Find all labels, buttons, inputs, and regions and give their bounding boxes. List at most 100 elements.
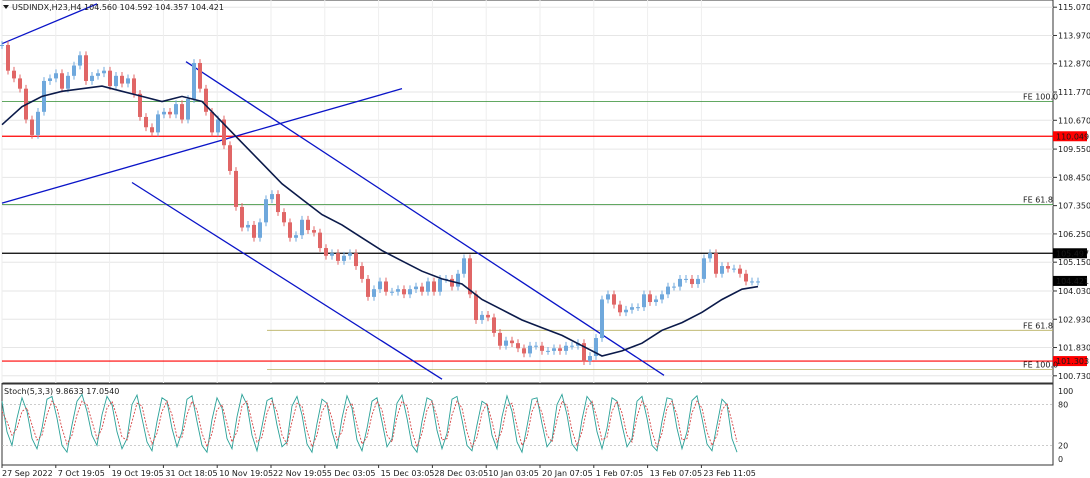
price-tick-label: 112.870 [1058,60,1090,69]
level-badge [1053,131,1087,142]
time-tick-label: 5 Dec 03:05 [327,469,376,478]
price-body [162,111,166,115]
time-tick-label: 10 Jan 03:05 [488,469,539,478]
price-body [732,268,736,270]
price-body [504,340,508,346]
price-body [588,356,592,362]
time-tick-label: 28 Dec 03:05 [434,469,488,478]
price-body [582,343,586,362]
price-body [216,119,220,133]
price-body [480,314,484,321]
price-body [150,127,154,133]
price-body [0,44,4,46]
price-body [516,343,520,349]
price-body [726,266,730,269]
price-body [672,286,676,288]
moving-average-line [1,85,759,357]
price-body [678,278,682,287]
price-body [168,111,172,115]
price-body [702,258,706,279]
level-label: FE 61.8 [1023,195,1053,204]
stochastic-panel: 100 80 20 0 [1,387,1073,464]
price-body [408,289,412,295]
price-body [318,232,322,249]
price-tick-label: 104.030 [1058,287,1090,296]
price-body [354,253,358,267]
price-body [606,294,610,300]
price-body [264,199,268,223]
price-body [750,281,754,283]
price-tick-label: 100.730 [1058,372,1090,381]
price-body [636,307,640,309]
price-body [690,278,694,285]
price-tick-label: 109.550 [1058,145,1090,154]
price-body [60,73,64,89]
level-badge [1053,356,1087,367]
level-badge [1053,248,1087,259]
price-body [114,75,118,87]
price-body [90,75,94,81]
price-body [564,345,568,351]
price-body [510,340,514,344]
price-body [234,170,238,207]
price-body [324,248,328,256]
price-body [600,299,604,339]
price-body [612,294,616,305]
stoch-level-label: 0 [1058,455,1063,464]
price-tick-label: 101.830 [1058,344,1090,353]
price-body [666,286,670,295]
price-body [528,345,532,354]
price-body [684,278,688,280]
price-body [468,258,472,295]
price-body [336,253,340,261]
price-body [186,98,190,120]
price-body [756,281,760,283]
price-body [12,70,16,79]
price-body [594,338,598,357]
price-body [366,278,370,297]
level-badge-label: 110.049 [1056,132,1089,141]
price-body [138,93,142,117]
price-body [300,219,304,236]
time-tick-label: 1 Feb 07:05 [596,469,643,478]
price-body [498,332,502,346]
price-body [144,116,148,128]
time-tick-label: 15 Dec 03:05 [381,469,435,478]
price-tick-label: 106.250 [1058,230,1090,239]
price-body [648,294,652,303]
symbol-info: USDINDX,H23,H4 104.560 104.592 104.357 1… [12,3,224,12]
price-body [6,44,10,71]
price-body [426,281,430,292]
price-body [126,78,130,84]
price-body [654,299,658,303]
chevron-down-icon[interactable] [3,5,9,9]
time-tick-label: 27 Sep 2022 [2,469,53,478]
price-tick-label: 107.350 [1058,202,1090,211]
price-tick-label: 111.770 [1058,88,1090,97]
price-body [720,266,724,274]
time-tick-label: 23 Feb 11:05 [703,469,755,478]
price-body [414,286,418,290]
price-body [222,119,226,146]
price-body [258,222,262,238]
price-body [102,70,106,74]
price-body [714,253,718,274]
level-badge-label: 105.497 [1056,249,1089,258]
price-body [180,104,184,120]
price-body [420,286,424,292]
price-body [342,255,346,261]
price-body [708,253,712,259]
price-body [552,348,556,351]
price-body [174,104,178,115]
price-body [696,278,700,285]
price-body [396,289,400,292]
price-body [744,273,748,282]
stoch-main-line [1,393,738,454]
price-body [156,114,160,133]
price-body [84,55,88,81]
price-tick-label: 102.930 [1058,315,1090,324]
price-body [246,224,250,228]
trendline [1,88,403,204]
price-body [642,294,646,308]
